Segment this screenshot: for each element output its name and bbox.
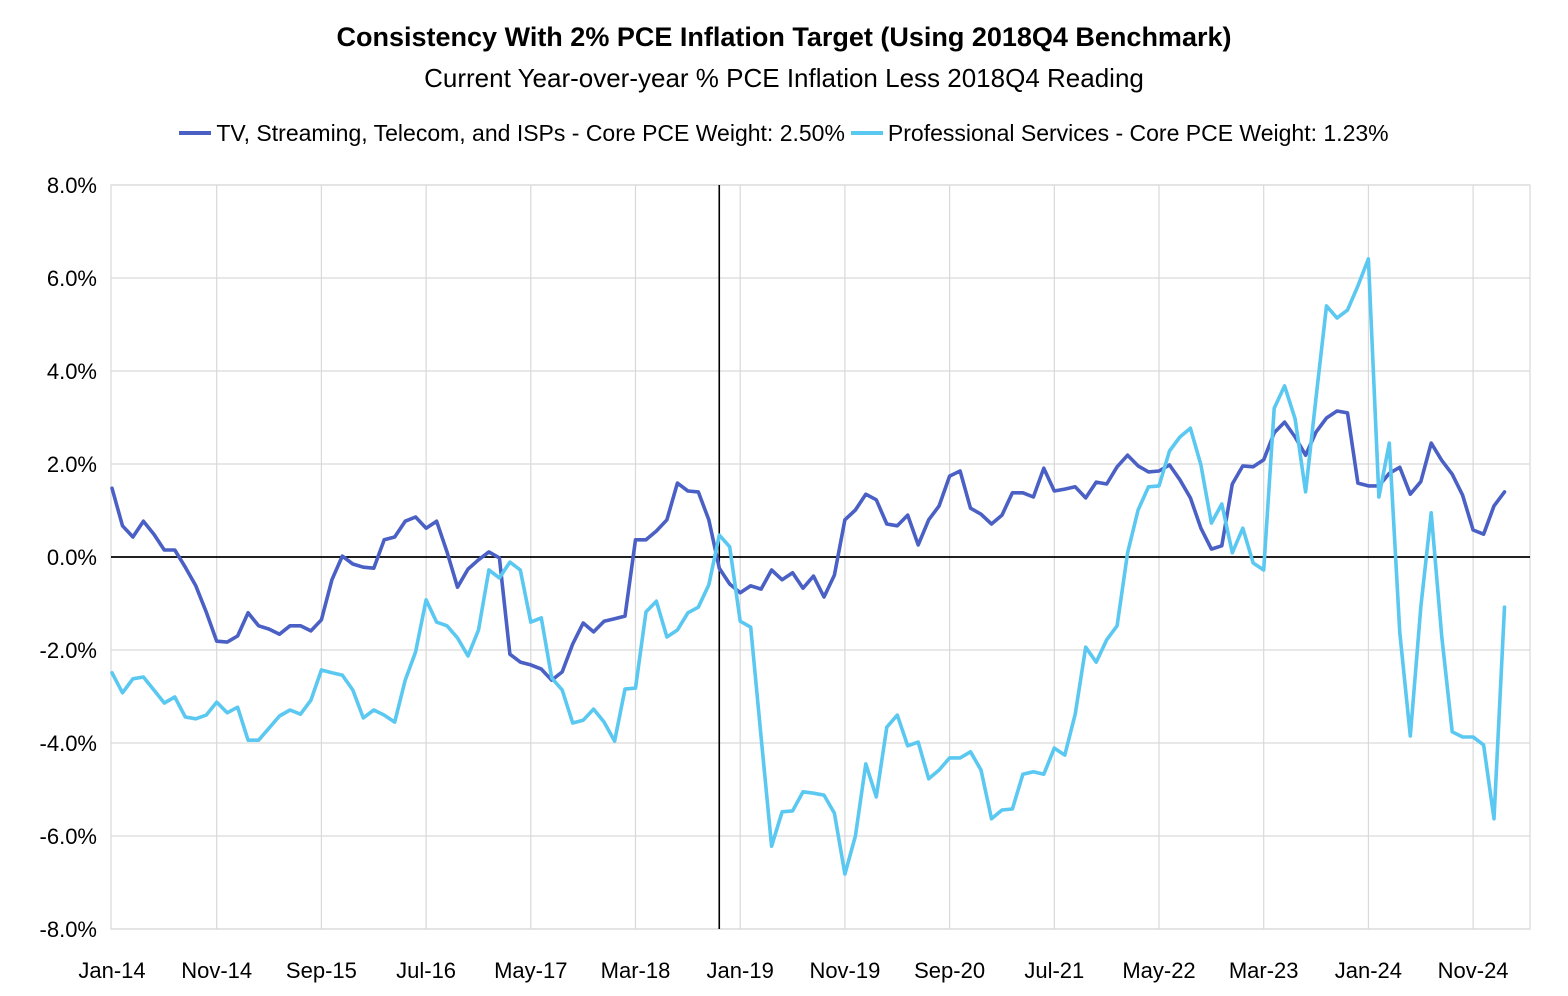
y-tick-label: -8.0% bbox=[40, 917, 97, 942]
chart-title: Consistency With 2% PCE Inflation Target… bbox=[336, 22, 1232, 52]
legend-label-tv-streaming: TV, Streaming, Telecom, and ISPs - Core … bbox=[216, 120, 845, 146]
legend-item-professional-services: Professional Services - Core PCE Weight:… bbox=[850, 117, 1389, 149]
legend-swatch-tv-streaming bbox=[179, 131, 212, 135]
x-tick-label: May-22 bbox=[1122, 958, 1195, 983]
x-tick-label: May-17 bbox=[494, 958, 567, 983]
y-tick-label: -6.0% bbox=[40, 824, 97, 849]
x-tick-label: Jul-21 bbox=[1024, 958, 1084, 983]
y-tick-label: 2.0% bbox=[47, 452, 97, 477]
x-tick-label: Nov-24 bbox=[1438, 958, 1509, 983]
x-tick-label: Sep-15 bbox=[286, 958, 357, 983]
x-tick-label: Nov-14 bbox=[181, 958, 252, 983]
legend-swatch-professional-services bbox=[850, 131, 883, 135]
y-tick-label: -2.0% bbox=[40, 638, 97, 663]
x-tick-label: Mar-18 bbox=[601, 958, 671, 983]
legend: TV, Streaming, Telecom, and ISPs - Core … bbox=[0, 117, 1568, 149]
legend-item-tv-streaming: TV, Streaming, Telecom, and ISPs - Core … bbox=[179, 117, 845, 149]
y-tick-label: 6.0% bbox=[47, 266, 97, 291]
x-tick-label: Sep-20 bbox=[914, 958, 985, 983]
x-tick-label: Jan-24 bbox=[1335, 958, 1402, 983]
chart-subtitle: Current Year-over-year % PCE Inflation L… bbox=[424, 63, 1144, 93]
y-tick-label: -4.0% bbox=[40, 731, 97, 756]
series-line-professional-services bbox=[110, 257, 1507, 876]
x-tick-label: Mar-23 bbox=[1229, 958, 1299, 983]
x-tick-label: Nov-19 bbox=[809, 958, 880, 983]
y-tick-label: 0.0% bbox=[47, 545, 97, 570]
legend-label-professional-services: Professional Services - Core PCE Weight:… bbox=[887, 120, 1389, 146]
x-tick-label: Jan-14 bbox=[78, 958, 145, 983]
y-tick-label: 8.0% bbox=[47, 173, 97, 198]
y-tick-label: 4.0% bbox=[47, 359, 97, 384]
x-tick-label: Jul-16 bbox=[396, 958, 456, 983]
x-tick-label: Jan-19 bbox=[707, 958, 774, 983]
